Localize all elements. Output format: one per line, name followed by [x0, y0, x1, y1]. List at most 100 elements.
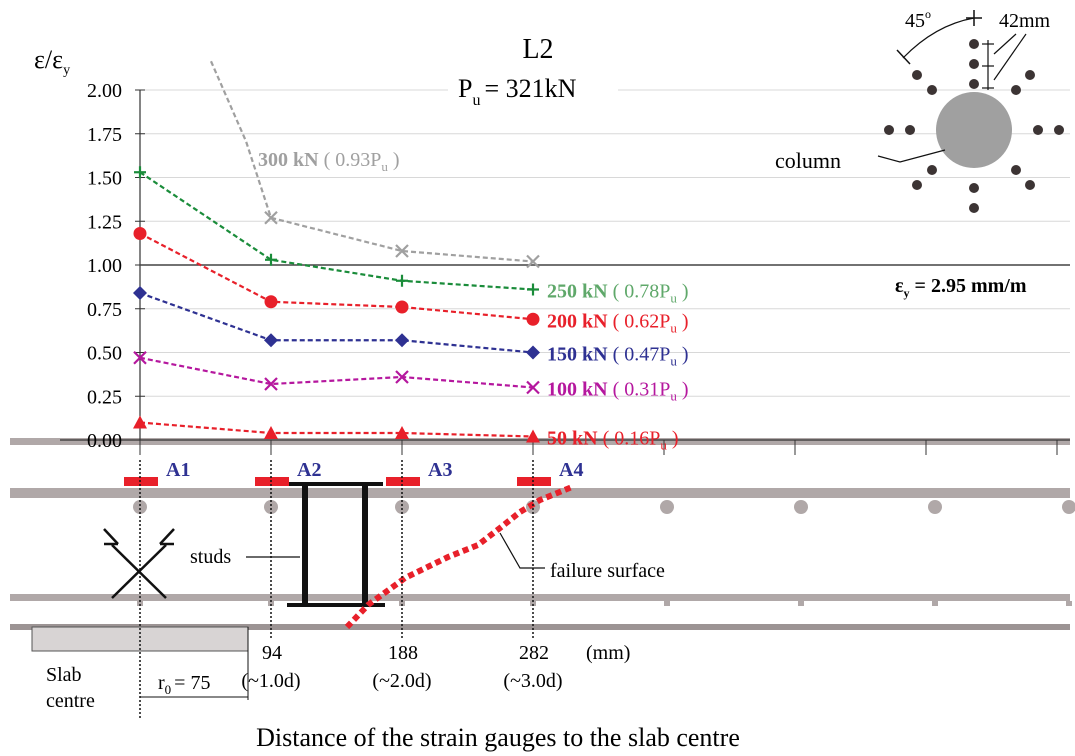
- column-inset: column 45o 42mm: [775, 7, 1064, 213]
- bottom-rebar: [10, 594, 1070, 601]
- rebar-dot: [133, 500, 147, 514]
- rebar-dot-small: [530, 601, 536, 606]
- y-tick-label: 1.75: [87, 124, 122, 146]
- column-rebar-dot: [969, 183, 979, 193]
- distance-labels: 94 (~1.0d) 188 (~2.0d) 282 (~3.0d): [241, 642, 562, 692]
- distance-tick-label: 282: [519, 642, 549, 664]
- top-rebar: [10, 488, 1070, 498]
- series-line: [139, 232, 534, 321]
- yield-label: εy = 2.95 mm/m: [895, 275, 1027, 300]
- spacing-label: 42mm: [999, 10, 1051, 32]
- y-axis-label: ε/εy: [34, 45, 70, 78]
- x-axis-title: Distance of the strain gauges to the sla…: [256, 723, 740, 752]
- data-point: [526, 380, 540, 395]
- column-leader: [877, 149, 946, 163]
- x-unit-label: (mm): [586, 642, 630, 664]
- column-rebar-dot: [927, 85, 937, 95]
- series-layer: [133, 60, 540, 443]
- rebar-dot: [794, 500, 808, 514]
- data-point: [264, 426, 278, 439]
- column-rebar-dots: [884, 39, 1064, 213]
- column-rebar-dot: [969, 203, 979, 213]
- data-point: [133, 227, 147, 240]
- y-tick-label: 0.50: [87, 343, 122, 365]
- series-line: [139, 356, 534, 389]
- distance-tick-label: 188: [388, 642, 418, 664]
- rebar-dot-small: [399, 601, 405, 606]
- angle-arc: [902, 17, 975, 59]
- y-tick-label: 0.75: [87, 299, 122, 321]
- gauge-label: A3: [428, 459, 452, 481]
- gauge-label: A4: [559, 459, 583, 481]
- stud-assembly: [281, 482, 385, 607]
- series-label: 250 kN ( 0.78Pu ): [547, 281, 689, 306]
- column-rebar-dot: [1011, 85, 1021, 95]
- y-tick-label: 2.00: [87, 80, 122, 102]
- bottom-rebar-dots: [137, 601, 1072, 606]
- series-line: [209, 60, 534, 263]
- series-line: [139, 291, 534, 354]
- data-point: [395, 244, 409, 258]
- slab-centre-box: [31, 626, 249, 652]
- strain-gauge: [255, 477, 289, 486]
- data-point: [264, 210, 278, 225]
- y-tick-label: 1.00: [87, 255, 122, 277]
- gauge-vertical-lines: [139, 460, 534, 718]
- angle-ref-left: [896, 49, 911, 65]
- failure-label: failure surface: [550, 560, 665, 582]
- data-point: [133, 350, 147, 365]
- column-rebar-dot: [884, 125, 894, 135]
- angle-label: 45o: [905, 7, 931, 32]
- data-point: [264, 377, 278, 391]
- series-label: 50 kN ( 0.16Pu ): [547, 428, 679, 453]
- column-rebar-dot: [927, 165, 937, 175]
- column-circle: [936, 92, 1012, 168]
- rebar-dot: [928, 500, 942, 514]
- column-rebar-dot: [1025, 70, 1035, 80]
- rebar-dot-small: [798, 601, 804, 606]
- data-point: [395, 426, 409, 439]
- rebar-dot: [264, 500, 278, 514]
- data-point: [526, 345, 540, 360]
- y-tick-label: 0.25: [87, 386, 122, 408]
- rebar-dot: [660, 500, 674, 514]
- data-point: [264, 333, 278, 348]
- series-label: 100 kN ( 0.31Pu ): [547, 379, 689, 404]
- slab-bottom-line: [10, 624, 1070, 630]
- series-label: 150 kN ( 0.47Pu ): [547, 344, 689, 369]
- gauge-label: A1: [166, 459, 190, 481]
- strain-gauge: [124, 477, 158, 486]
- gridlines: [10, 89, 1070, 445]
- symmetry-symbol: [103, 528, 175, 599]
- column-label: column: [775, 148, 841, 173]
- column-rebar-dot: [1011, 165, 1021, 175]
- data-point: [526, 312, 540, 326]
- column-rebar-dot: [1025, 180, 1035, 190]
- strain-gauges: A1 A2 A3 A4: [124, 459, 583, 486]
- slab-top-band: [10, 438, 1070, 445]
- column-rebar-dot: [912, 70, 922, 80]
- data-point: [133, 286, 147, 300]
- data-point: [264, 295, 278, 309]
- series-line: [139, 171, 534, 291]
- spacing-dimension: [982, 33, 1027, 90]
- y-tick-label: 1.25: [87, 211, 122, 233]
- data-point: [395, 333, 409, 348]
- column-rebar-dot: [969, 59, 979, 69]
- data-point: [526, 429, 540, 443]
- data-point: [526, 254, 540, 269]
- rebar-dot: [395, 500, 409, 514]
- chart-subtitle: Pu = 321kN: [458, 74, 577, 109]
- distance-tick-label: 94: [262, 642, 282, 664]
- column-rebar-dot: [1033, 125, 1043, 135]
- data-point: [395, 370, 409, 384]
- rebar-dot-small: [664, 601, 670, 606]
- x-axis-ticks: [139, 440, 1058, 455]
- distance-approx-label: (~3.0d): [503, 670, 562, 692]
- title-backdrop: [448, 72, 618, 106]
- y-tick-label: 1.50: [87, 168, 122, 190]
- y-tick-labels: 0.00 0.25 0.50 0.75 1.00 1.25 1.50 1.75 2.00: [87, 80, 122, 452]
- series-line: [139, 421, 534, 438]
- column-rebar-dot: [905, 125, 915, 135]
